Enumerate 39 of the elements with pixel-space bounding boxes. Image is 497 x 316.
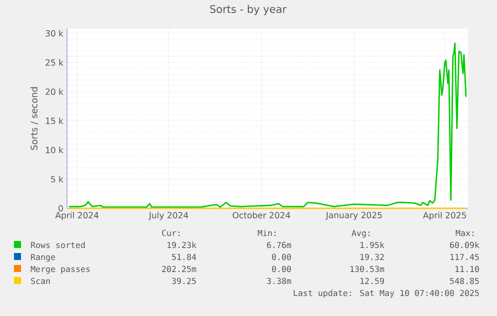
y-tick-label: 25 k <box>46 59 64 66</box>
y-tick-label: 10 k <box>46 146 64 154</box>
text: 6.76m <box>267 242 292 248</box>
text: 1.95k <box>360 242 384 248</box>
legend-label: Rows sorted <box>31 242 85 248</box>
text: Max: <box>456 230 474 236</box>
x-tick-label: April 2025 <box>423 212 466 220</box>
text: 0.00 <box>272 266 291 272</box>
text: 51.84 <box>172 254 196 260</box>
chart-title: Sorts - by year <box>210 4 287 16</box>
y-tick-label: 5 k <box>51 176 64 182</box>
text: 60.09k <box>450 242 480 248</box>
text: Last update: Sat May 10 07:40:00 2025 <box>294 290 479 298</box>
y-tick-label: 15 k <box>46 117 64 124</box>
text: 130.53m <box>350 266 384 272</box>
text: Cur: <box>162 230 180 236</box>
legend-label: Range <box>31 254 56 262</box>
text: 548.85 <box>450 278 479 284</box>
text: Avg: <box>352 230 370 238</box>
y-axis-title: Sorts / second <box>30 87 38 150</box>
text: 0.00 <box>272 254 291 260</box>
x-tick-label: January 2025 <box>325 212 382 220</box>
x-tick-label: July 2024 <box>148 212 188 220</box>
legend-label: Merge passes <box>30 266 90 274</box>
text: 202.25m <box>162 266 196 272</box>
text: 19.23k <box>167 242 196 248</box>
text: 12.59 <box>360 278 384 284</box>
y-tick-label: 0 <box>58 205 63 212</box>
text: 39.25 <box>172 278 196 284</box>
text: 3.38m <box>267 278 292 284</box>
text: Min: <box>258 230 276 236</box>
text: 11.10 <box>455 266 479 272</box>
y-tick-label: 30 k <box>46 30 64 37</box>
x-tick-label: April 2024 <box>55 212 98 220</box>
y-tick-label: 20 k <box>46 88 64 95</box>
text: 19.32 <box>360 254 384 260</box>
x-tick-label: October 2024 <box>232 212 290 218</box>
text: 117.45 <box>450 254 479 260</box>
legend-label: Scan <box>31 278 50 284</box>
